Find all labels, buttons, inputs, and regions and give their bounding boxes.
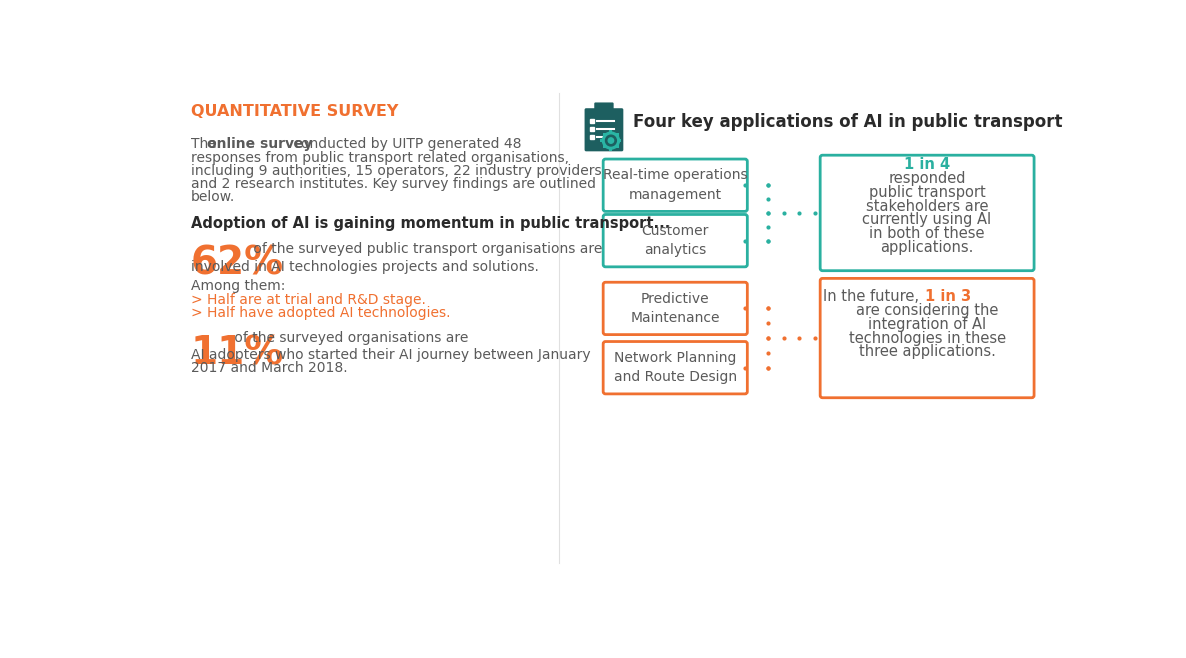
Text: and 2 research institutes. Key survey findings are outlined: and 2 research institutes. Key survey fi… bbox=[191, 177, 595, 191]
Text: Adoption of AI is gaining momentum in public transport...: Adoption of AI is gaining momentum in pu… bbox=[191, 216, 670, 231]
Text: in both of these: in both of these bbox=[869, 226, 984, 241]
Circle shape bbox=[608, 138, 613, 143]
Text: > Half are at trial and R&D stage.: > Half are at trial and R&D stage. bbox=[191, 293, 426, 307]
FancyBboxPatch shape bbox=[610, 148, 612, 151]
Text: AI adopters who started their AI journey between January: AI adopters who started their AI journey… bbox=[191, 348, 591, 362]
Circle shape bbox=[602, 132, 619, 149]
Text: stakeholders are: stakeholders are bbox=[866, 199, 988, 213]
Text: > Half have adopted AI technologies.: > Half have adopted AI technologies. bbox=[191, 306, 451, 320]
FancyBboxPatch shape bbox=[602, 133, 606, 136]
Text: public transport: public transport bbox=[869, 185, 986, 199]
FancyBboxPatch shape bbox=[604, 159, 747, 211]
Text: applications.: applications. bbox=[880, 240, 974, 255]
Text: conducted by UITP generated 48: conducted by UITP generated 48 bbox=[288, 138, 521, 151]
Text: three applications.: three applications. bbox=[859, 344, 995, 359]
Text: Predictive
Maintenance: Predictive Maintenance bbox=[631, 291, 720, 325]
Text: Among them:: Among them: bbox=[191, 279, 286, 293]
Text: responses from public transport related organisations,: responses from public transport related … bbox=[191, 151, 569, 164]
Circle shape bbox=[606, 135, 617, 146]
FancyBboxPatch shape bbox=[604, 282, 747, 335]
Text: QUANTITATIVE SURVEY: QUANTITATIVE SURVEY bbox=[191, 105, 398, 119]
Text: currently using AI: currently using AI bbox=[862, 213, 991, 228]
Text: responded: responded bbox=[888, 171, 965, 186]
FancyBboxPatch shape bbox=[604, 342, 747, 394]
FancyBboxPatch shape bbox=[594, 103, 613, 113]
Text: 62%: 62% bbox=[191, 245, 283, 283]
Text: 11%: 11% bbox=[191, 334, 285, 372]
FancyBboxPatch shape bbox=[821, 155, 1034, 270]
Text: involved in AI technologies projects and solutions.: involved in AI technologies projects and… bbox=[191, 260, 538, 274]
FancyBboxPatch shape bbox=[616, 133, 619, 136]
Text: technologies in these: technologies in these bbox=[848, 330, 1006, 345]
Text: The: The bbox=[191, 138, 221, 151]
Text: online survey: online survey bbox=[208, 138, 313, 151]
Text: Network Planning
and Route Design: Network Planning and Route Design bbox=[613, 351, 737, 384]
FancyBboxPatch shape bbox=[600, 139, 604, 142]
FancyBboxPatch shape bbox=[821, 278, 1034, 397]
FancyBboxPatch shape bbox=[602, 145, 606, 148]
FancyBboxPatch shape bbox=[604, 215, 747, 267]
Text: 1 in 3: 1 in 3 bbox=[925, 289, 971, 304]
Text: of the surveyed public transport organisations are: of the surveyed public transport organis… bbox=[249, 241, 602, 256]
Text: Customer
analytics: Customer analytics bbox=[642, 224, 709, 257]
Text: Real-time operations
management: Real-time operations management bbox=[602, 168, 747, 202]
Text: including 9 authorities, 15 operators, 22 industry providers: including 9 authorities, 15 operators, 2… bbox=[191, 164, 601, 178]
Text: 2017 and March 2018.: 2017 and March 2018. bbox=[191, 361, 347, 375]
FancyBboxPatch shape bbox=[618, 139, 621, 142]
Text: integration of AI: integration of AI bbox=[868, 316, 987, 332]
Text: In the future,: In the future, bbox=[823, 289, 923, 304]
Text: of the surveyed organisations are: of the surveyed organisations are bbox=[230, 331, 468, 345]
Text: 1 in 4: 1 in 4 bbox=[904, 157, 950, 172]
Text: Four key applications of AI in public transport: Four key applications of AI in public tr… bbox=[632, 113, 1063, 131]
FancyBboxPatch shape bbox=[585, 108, 624, 151]
Text: are considering the: are considering the bbox=[856, 303, 999, 318]
FancyBboxPatch shape bbox=[610, 130, 612, 134]
FancyBboxPatch shape bbox=[616, 145, 619, 148]
Text: below.: below. bbox=[191, 190, 235, 204]
